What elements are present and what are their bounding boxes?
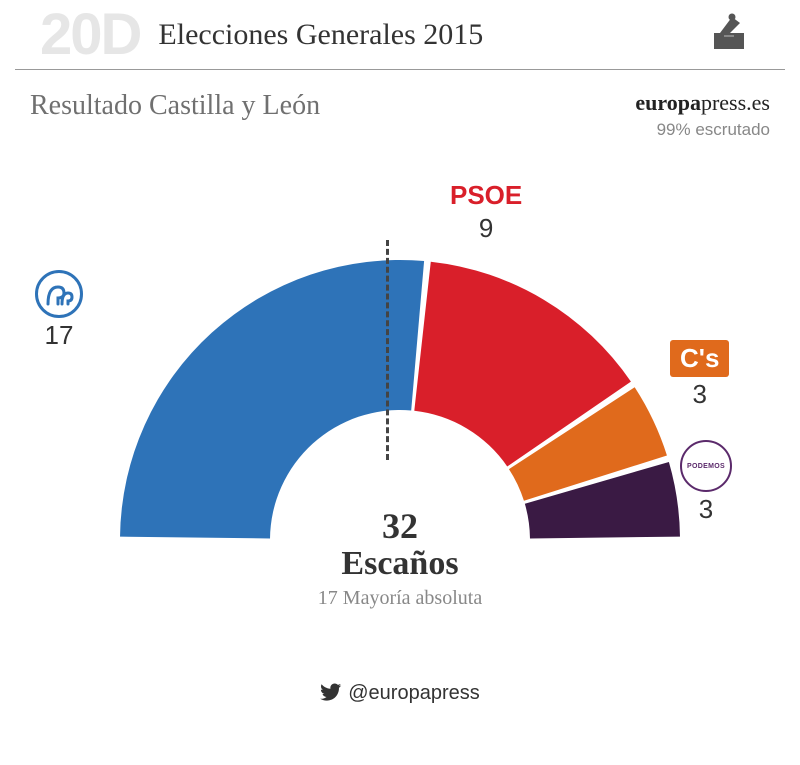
party-label-psoe: PSOE 9 [450,180,522,244]
party-name-cs: C's [680,343,719,373]
party-seats-podemos: 3 [680,494,732,525]
header: 20D Elecciones Generales 2015 [15,0,785,70]
party-name-psoe: PSOE [450,180,522,211]
center-text: 32 Escaños 17 Mayoría absoluta [270,508,530,610]
source-rest: press.es [701,90,770,115]
infographic-container: 20D Elecciones Generales 2015 Resultado … [0,0,800,765]
pp-logo-icon [35,270,83,318]
party-seats-pp: 17 [35,320,83,351]
party-name-podemos: PODEMOS [687,463,725,470]
twitter-handle: @europapress [348,682,479,704]
party-label-pp: 17 [35,270,83,351]
scrutiny-text: 99% escrutado [635,120,770,140]
party-label-podemos: PODEMOS 3 [680,440,732,525]
party-seats-psoe: 9 [450,213,522,244]
party-label-cs: C's 3 [670,340,729,410]
chart-area: 17 PSOE 9 C's 3 PODEMOS 3 32 Escaños 17 … [0,140,800,660]
source-bold: europa [635,90,701,115]
region-subtitle: Resultado Castilla y León [30,90,320,122]
podemos-logo-icon: PODEMOS [680,440,732,492]
subheader: Resultado Castilla y León europapress.es… [0,70,800,140]
majority-text: 17 Mayoría absoluta [270,587,530,610]
party-seats-cs: 3 [670,379,729,410]
arc-pp [120,260,424,538]
total-seats: 32 [270,508,530,546]
seats-label: Escaños [270,546,530,582]
twitter-icon [320,681,342,703]
cs-logo-icon: C's [670,340,729,377]
majority-midline [386,240,389,460]
footer: @europapress [0,681,800,705]
source-name: europapress.es [635,90,770,116]
source-block: europapress.es 99% escrutado [635,90,770,140]
header-tag: 20D [40,1,140,68]
ballot-box-icon [708,11,750,58]
header-title: Elecciones Generales 2015 [158,18,483,52]
